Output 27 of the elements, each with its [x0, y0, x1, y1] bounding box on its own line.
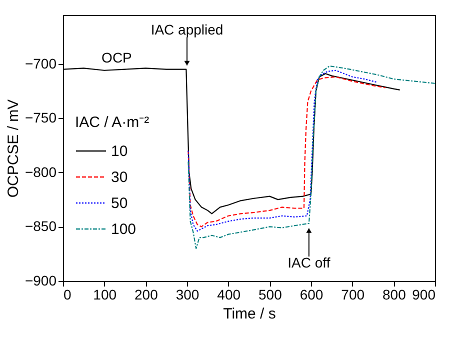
- y-tick-label: −700: [24, 55, 57, 72]
- x-axis-title: Time / s: [223, 306, 276, 322]
- annotation: OCP: [102, 49, 132, 66]
- y-tick-label: −850: [24, 218, 57, 234]
- y-tick-label: −750: [24, 110, 57, 126]
- legend-label: 50: [111, 195, 128, 212]
- legend-title: IAC / A·m⁻²: [75, 114, 150, 131]
- line-series: [188, 65, 435, 249]
- x-tick-label: 800: [382, 286, 406, 302]
- legend-label: 100: [111, 221, 136, 238]
- x-tick-label: 400: [217, 286, 241, 302]
- x-tick-label: 300: [176, 286, 200, 302]
- x-tick-label: 500: [258, 286, 282, 302]
- x-tick-label: 900: [412, 286, 436, 302]
- annotation: IAC off: [288, 254, 330, 271]
- y-tick-label: −800: [24, 164, 57, 180]
- legend-label: 30: [111, 169, 128, 186]
- x-tick-label: 200: [134, 286, 158, 302]
- x-tick-label: 0: [64, 286, 72, 302]
- line-series: [63, 68, 400, 214]
- x-tick-label: 600: [300, 286, 324, 302]
- legend-label: 10: [111, 143, 128, 160]
- annotation: IAC applied: [150, 21, 224, 38]
- x-tick-label: 100: [93, 286, 117, 302]
- y-axis-title: OCPCSE / mV: [4, 99, 22, 198]
- y-tick-label: −900: [24, 272, 57, 288]
- x-tick-label: 700: [341, 286, 365, 302]
